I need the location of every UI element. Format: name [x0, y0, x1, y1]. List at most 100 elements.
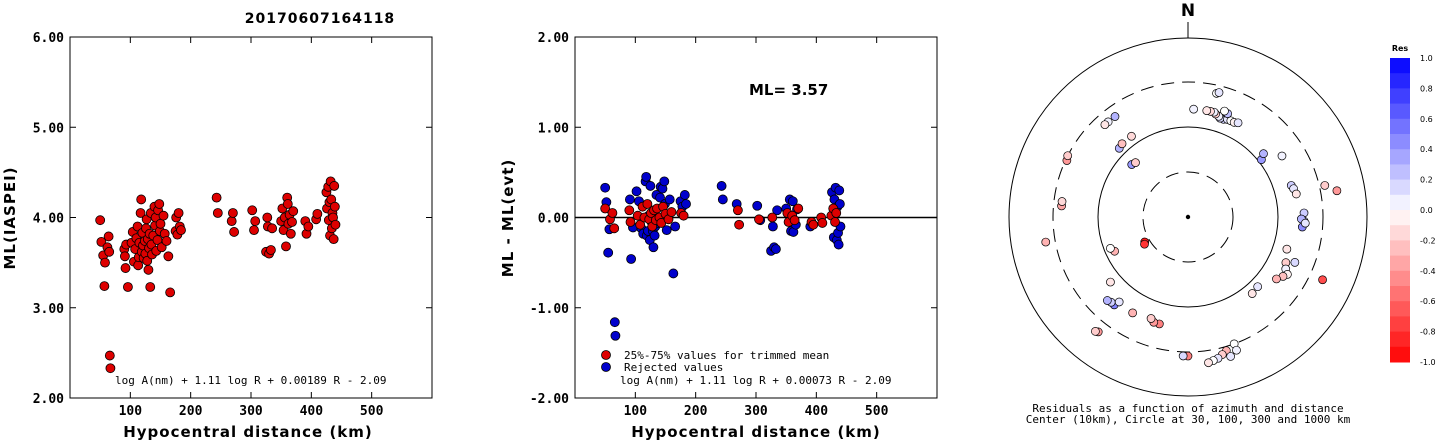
- residual-y-tick-label: 1.00: [538, 121, 569, 136]
- colorbar-swatch: [1390, 331, 1410, 348]
- figure-title: 20170607164118: [245, 11, 395, 27]
- accepted-point: [173, 208, 184, 218]
- accepted-point: [212, 208, 223, 218]
- accepted-point: [793, 203, 804, 214]
- station-residual-point: [1041, 237, 1051, 247]
- accepted-point: [642, 199, 653, 209]
- magnitude-y-tick-label: 4.00: [33, 212, 64, 227]
- station-residual-point: [1146, 314, 1156, 323]
- ring-1000km: [1008, 37, 1368, 397]
- station-residual-point: [1100, 120, 1110, 130]
- accepted-point: [734, 219, 745, 230]
- residual-y-tick-label: 0.00: [538, 212, 569, 227]
- colorbar-swatch: [1390, 301, 1410, 317]
- colorbar-tick-label: 0.0: [1420, 206, 1433, 215]
- colorbar-swatch: [1390, 346, 1410, 363]
- accepted-point: [99, 281, 110, 291]
- caption-line-1: Residuals as a function of azimuth and d…: [1032, 402, 1343, 415]
- colorbar-swatch: [1390, 225, 1410, 241]
- station-residual-point: [1214, 88, 1224, 97]
- rejected-point: [610, 330, 621, 341]
- legend-accepted-marker: [601, 350, 611, 360]
- residual-x-tick-label: 100: [624, 404, 648, 419]
- station-residual-point: [1300, 218, 1310, 228]
- colorbar-tick-label: -0.2: [1420, 236, 1436, 245]
- legend-rejected-label: Rejected values: [624, 361, 723, 374]
- station-residual-point: [1128, 308, 1138, 318]
- residual-y-tick-label: -1.00: [530, 302, 569, 317]
- station-residual-point: [1291, 189, 1301, 199]
- rejected-point: [649, 230, 660, 241]
- station-residual-point: [1277, 151, 1287, 161]
- station-residual-point: [1202, 106, 1212, 115]
- station-residual-point: [1091, 327, 1100, 336]
- residual-y-tick-label: 2.00: [538, 31, 569, 46]
- station-residual-point: [1290, 258, 1300, 267]
- rejected-point: [771, 244, 781, 254]
- accepted-point: [830, 217, 840, 227]
- colorbar-tick-label: 0.4: [1420, 145, 1433, 154]
- ring-100km: [1097, 126, 1279, 308]
- residual-x-tick-label: 500: [865, 404, 889, 419]
- accepted-point: [161, 236, 172, 246]
- accepted-point: [635, 219, 646, 230]
- colorbar-tick-labels: 1.0 0.8 0.6 0.4 0.2 0.0 -0.2 -0.4 -0.6 -0.8 -1.0: [1420, 54, 1436, 367]
- accepted-point: [607, 208, 618, 218]
- accepted-point: [105, 363, 116, 374]
- accepted-point: [678, 210, 689, 221]
- station-residual-point: [1204, 358, 1213, 368]
- accepted-point: [211, 192, 222, 203]
- north-label: N: [1181, 1, 1195, 21]
- colorbar-swatch: [1390, 118, 1410, 135]
- magnitude-x-tick-label: 400: [300, 404, 324, 419]
- residual-panel: 100 200 300 400 500 -2.00 -1.00 0.00 1.00 2.00 M…: [499, 31, 938, 441]
- accepted-point: [312, 208, 323, 219]
- station-residual-point: [1220, 106, 1229, 116]
- station-residual-point: [1259, 149, 1268, 159]
- accepted-point: [229, 227, 240, 237]
- colorbar-swatch: [1390, 270, 1410, 287]
- colorbar-title: Res: [1392, 44, 1409, 53]
- magnitude-x-tick-label: 100: [119, 404, 143, 419]
- accepted-point: [600, 203, 611, 214]
- accepted-point: [249, 225, 259, 236]
- magnitude-y-tick-label: 6.00: [33, 31, 64, 46]
- colorbar-tick-label: 0.6: [1420, 115, 1433, 124]
- accepted-point: [624, 205, 635, 216]
- station-residual-point: [1226, 352, 1235, 361]
- accepted-point: [767, 212, 778, 223]
- magnitude-x-tick-label: 500: [360, 404, 384, 419]
- rejected-point: [833, 239, 844, 250]
- rejected-point: [670, 221, 681, 232]
- accepted-point: [120, 263, 131, 273]
- residual-x-ticks: 100 200 300 400 500: [624, 37, 889, 419]
- magnitude-x-axis-label: Hypocentral distance (km): [123, 423, 373, 441]
- rejected-point: [664, 194, 675, 205]
- station-residual-point: [1247, 289, 1257, 298]
- rejected-point: [641, 171, 652, 182]
- colorbar-swatch: [1390, 134, 1410, 150]
- accepted-point: [287, 217, 297, 227]
- rejected-point: [625, 194, 635, 205]
- accepted-point: [817, 218, 828, 228]
- accepted-point: [176, 225, 186, 236]
- accepted-point: [136, 194, 147, 205]
- accepted-point: [226, 216, 237, 227]
- accepted-point: [285, 228, 296, 239]
- station-residual-point: [1320, 181, 1330, 190]
- magnitude-plot-frame: [69, 36, 433, 399]
- accepted-point: [831, 208, 842, 218]
- station-residual-point: [1282, 244, 1292, 254]
- colorbar-swatch: [1390, 103, 1410, 120]
- magnitude-x-tick-label: 200: [179, 404, 203, 419]
- station-residual-point: [1057, 197, 1067, 206]
- rejected-point: [717, 194, 728, 205]
- magnitude-formula: log A(nm) + 1.11 log R + 0.00189 R - 2.0…: [115, 374, 387, 387]
- station-residual-point: [1106, 277, 1115, 287]
- residual-x-tick-label: 200: [684, 404, 708, 419]
- residual-formula: log A(nm) + 1.11 log R + 0.00073 R - 2.0…: [620, 374, 892, 387]
- rejected-point: [787, 196, 798, 207]
- residual-y-tick-label: -2.00: [530, 392, 569, 407]
- caption-line-2: Center (10km), Circle at 30, 100, 300 an…: [1026, 413, 1351, 426]
- rejected-point: [752, 200, 763, 211]
